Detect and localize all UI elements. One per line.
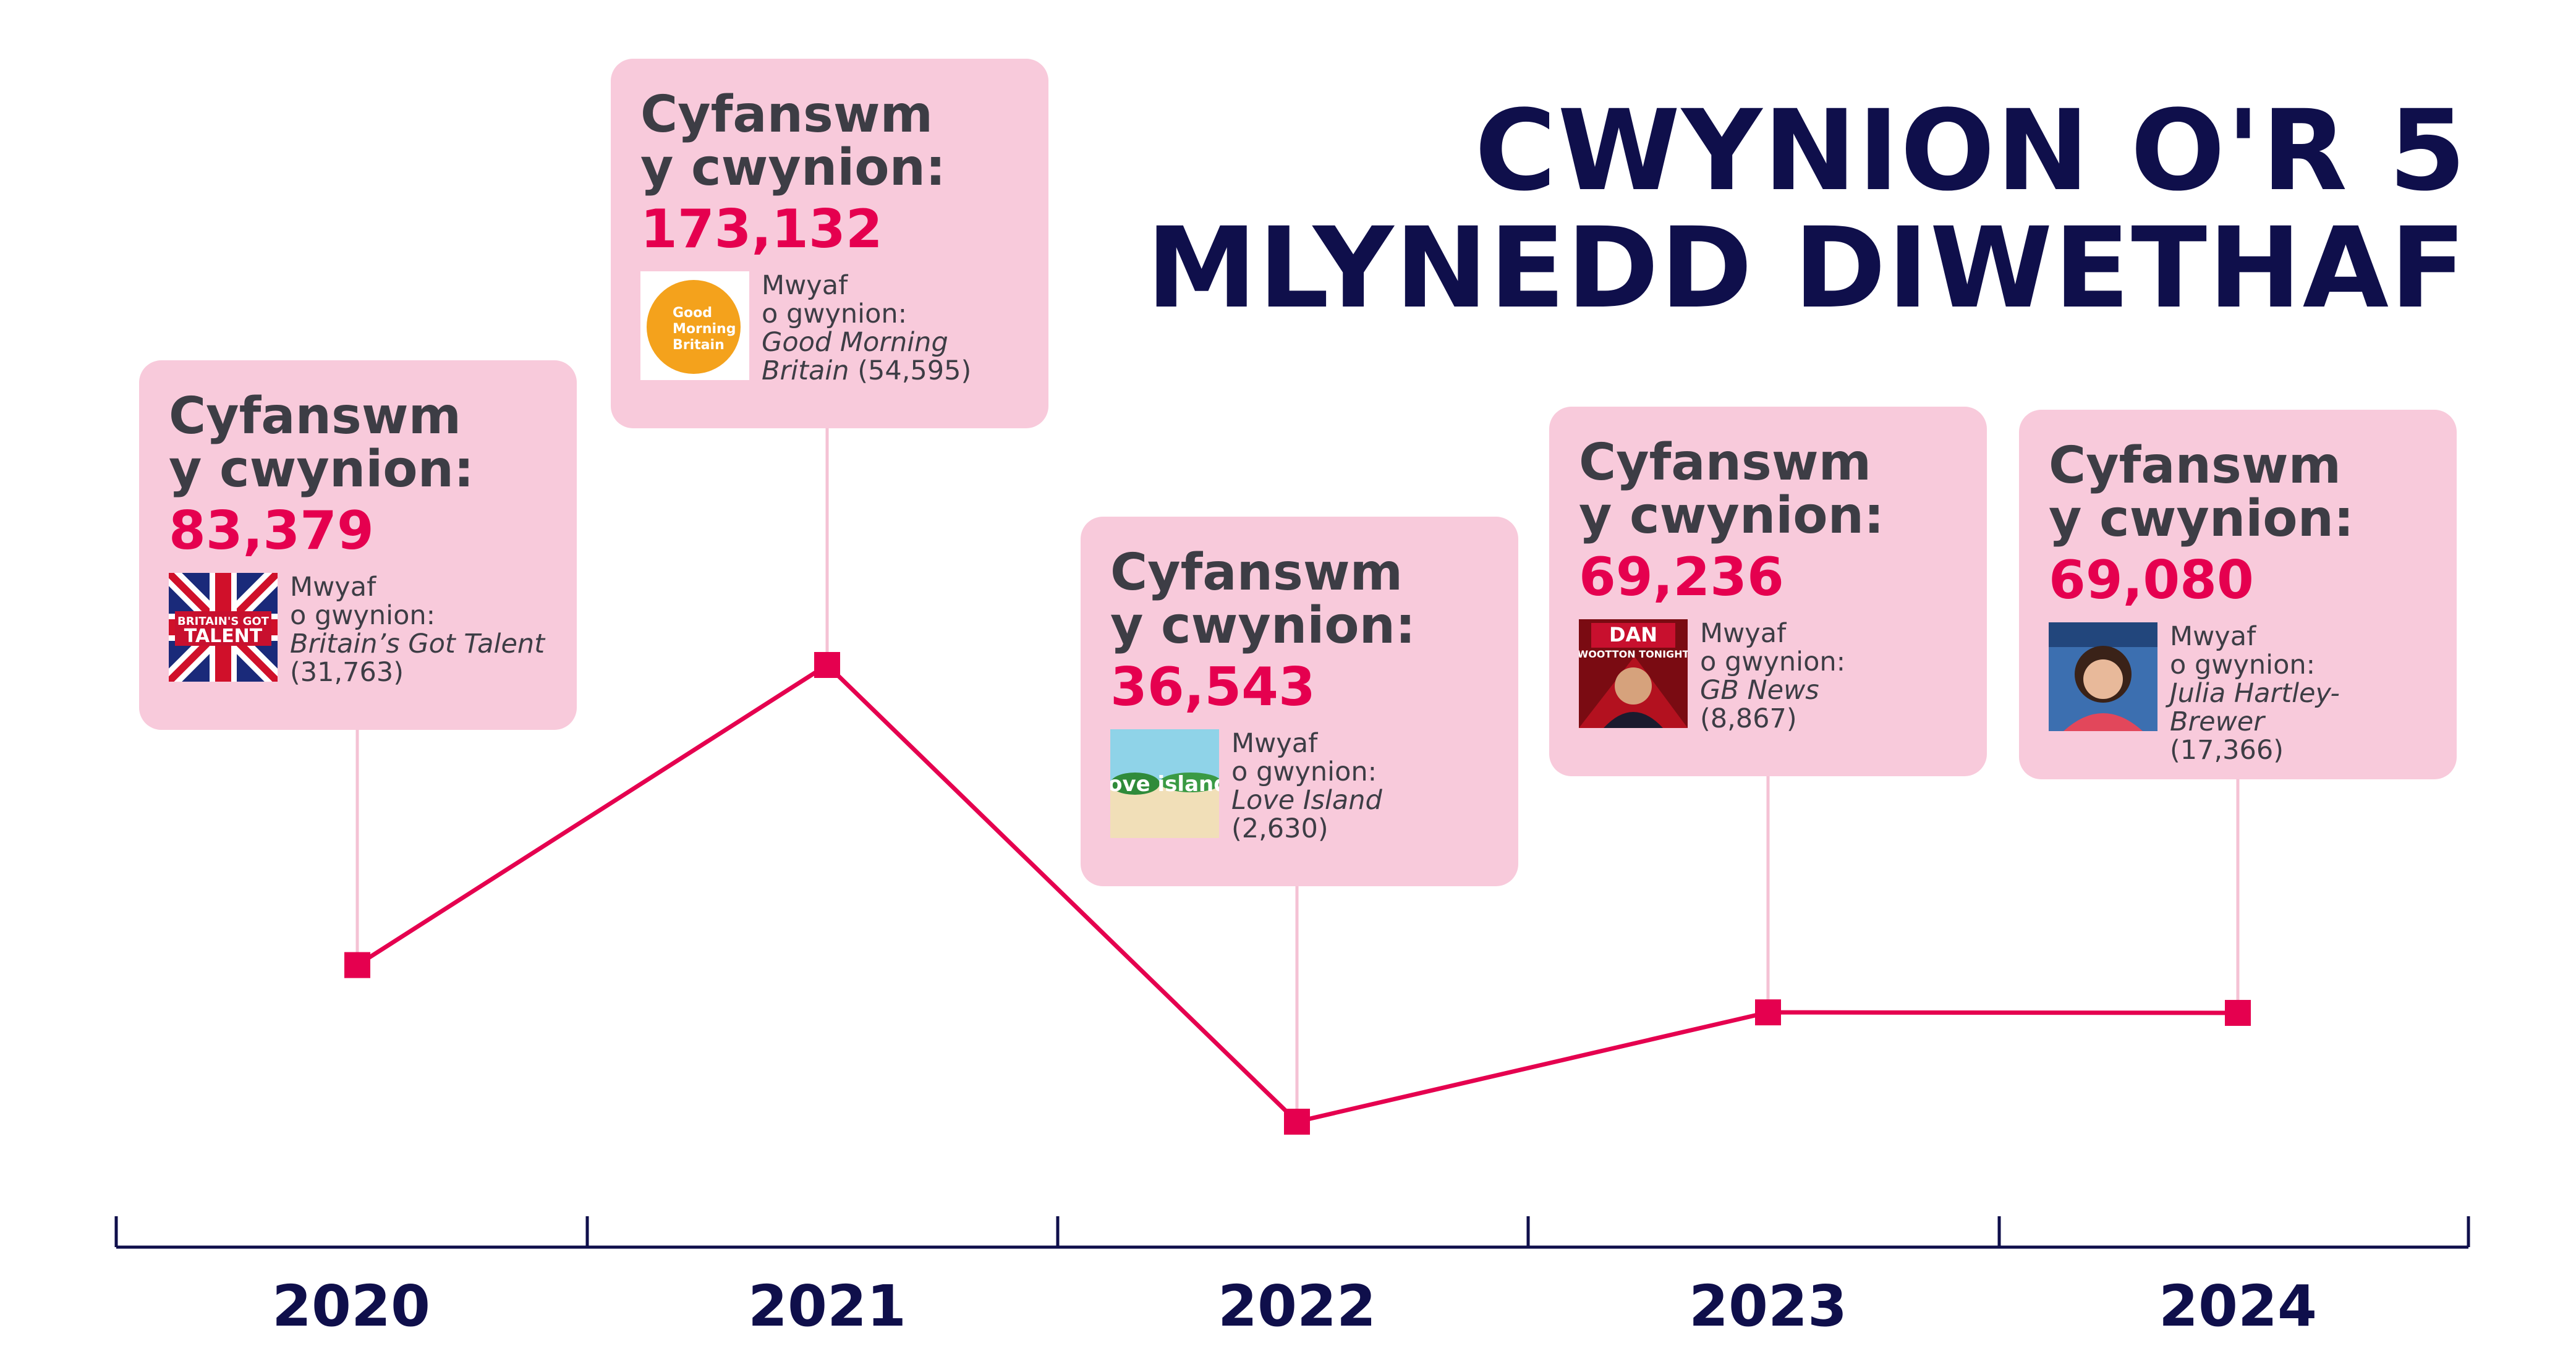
show-complaint-count: (17,366) [2170,735,2284,766]
total-complaints-value: 83,379 [169,500,374,562]
dan-wootton-tonight-image: DAN WOOTTON TONIGHT [1579,619,1688,728]
show-name: Britain’s Got Talent [290,629,545,659]
card-label: Cyfanswm [1579,433,1872,492]
svg-text:BRITAIN'S GOT: BRITAIN'S GOT [177,615,270,628]
card-label: Cyfanswm [640,85,933,144]
most-complaints-label: o gwynion: [1700,646,1846,677]
most-complaints-label: Mwyaf [1700,618,1787,649]
julia-hartley-brewer-photo [2049,622,2157,731]
x-tick-label: 2024 [2158,1273,2318,1339]
svg-text:Britain: Britain [673,337,725,353]
x-tick-label: 2023 [1688,1273,1848,1339]
show-name: Good Morning Britain [762,327,948,386]
britains-got-talent-logo: BRITAIN'S GOT TALENT [169,573,278,682]
show-name: Julia Hartley-Brewer [2170,678,2340,737]
card-2021: Cyfanswm y cwynion: 173,132 Good Morning… [611,59,1048,428]
most-complaints-label: o gwynion: [762,298,908,329]
card-label: y cwynion: [1110,596,1416,655]
svg-text:WOOTTON TONIGHT: WOOTTON TONIGHT [1579,648,1688,660]
data-point-marker [1284,1109,1310,1135]
total-complaints-value: 69,080 [2049,549,2254,611]
love-island-logo: love island [1110,729,1219,838]
good-morning-britain-logo: Good Morning Britain [640,271,749,380]
card-label: Cyfanswm [1110,543,1403,602]
svg-text:DAN: DAN [1609,623,1657,646]
data-point-marker [2225,999,2251,1026]
most-complaints-label: o gwynion: [1231,756,1377,787]
most-complaints-label: Mwyaf [762,270,848,301]
card-label: Cyfanswm [2049,436,2342,495]
svg-text:TALENT: TALENT [184,625,263,647]
svg-text:Morning: Morning [673,321,736,337]
x-tick-label: 2020 [271,1273,431,1339]
total-complaints-value: 36,543 [1110,656,1316,718]
card-label: y cwynion: [1579,486,1884,545]
card-2022: Cyfanswm y cwynion: 36,543 love island M… [1081,517,1518,886]
title-line-2: MLYNEDD DIWETHAF [1146,204,2467,333]
card-label: y cwynion: [169,440,474,499]
total-complaints-value: 69,236 [1579,546,1784,608]
x-tick-label: 2021 [747,1273,907,1339]
svg-text:love island: love island [1110,772,1219,797]
card-label: y cwynion: [2049,489,2354,548]
card-2024: Cyfanswm y cwynion: 69,080 Mwyaf o gwyni… [2019,410,2457,779]
card-label: y cwynion: [640,138,946,197]
data-point-marker [344,952,370,978]
show-complaint-count: (31,763) [290,657,404,688]
card-2023: Cyfanswm y cwynion: 69,236 DAN WOOTTON T… [1549,407,1987,776]
total-complaints-value: 173,132 [640,198,883,260]
most-complaints-label: o gwynion: [2170,650,2316,680]
show-name: GB News [1700,675,1819,706]
data-point-marker [1755,999,1781,1026]
chart-title: CWYNION O'R 5 MLYNEDD DIWETHAF [1146,93,2467,328]
data-point-marker [814,652,840,678]
most-complaints-label: o gwynion: [290,600,436,631]
most-complaints-label: Mwyaf [1231,728,1318,759]
show-name: Love Island [1231,785,1382,816]
card-2020: Cyfanswm y cwynion: 83,379 BRITAIN'S GOT… [139,360,577,730]
show-complaint-count: (8,867) [1700,703,1797,734]
most-complaints-label: Mwyaf [290,572,376,603]
card-label: Cyfanswm [169,387,462,446]
most-complaints-label: Mwyaf [2170,621,2256,652]
show-complaint-count: (2,630) [1231,813,1328,844]
show-complaint-count: (54,595) [857,355,972,386]
title-line-1: CWYNION O'R 5 [1474,87,2467,216]
svg-text:Good: Good [673,305,712,321]
x-tick-label: 2022 [1217,1273,1377,1339]
